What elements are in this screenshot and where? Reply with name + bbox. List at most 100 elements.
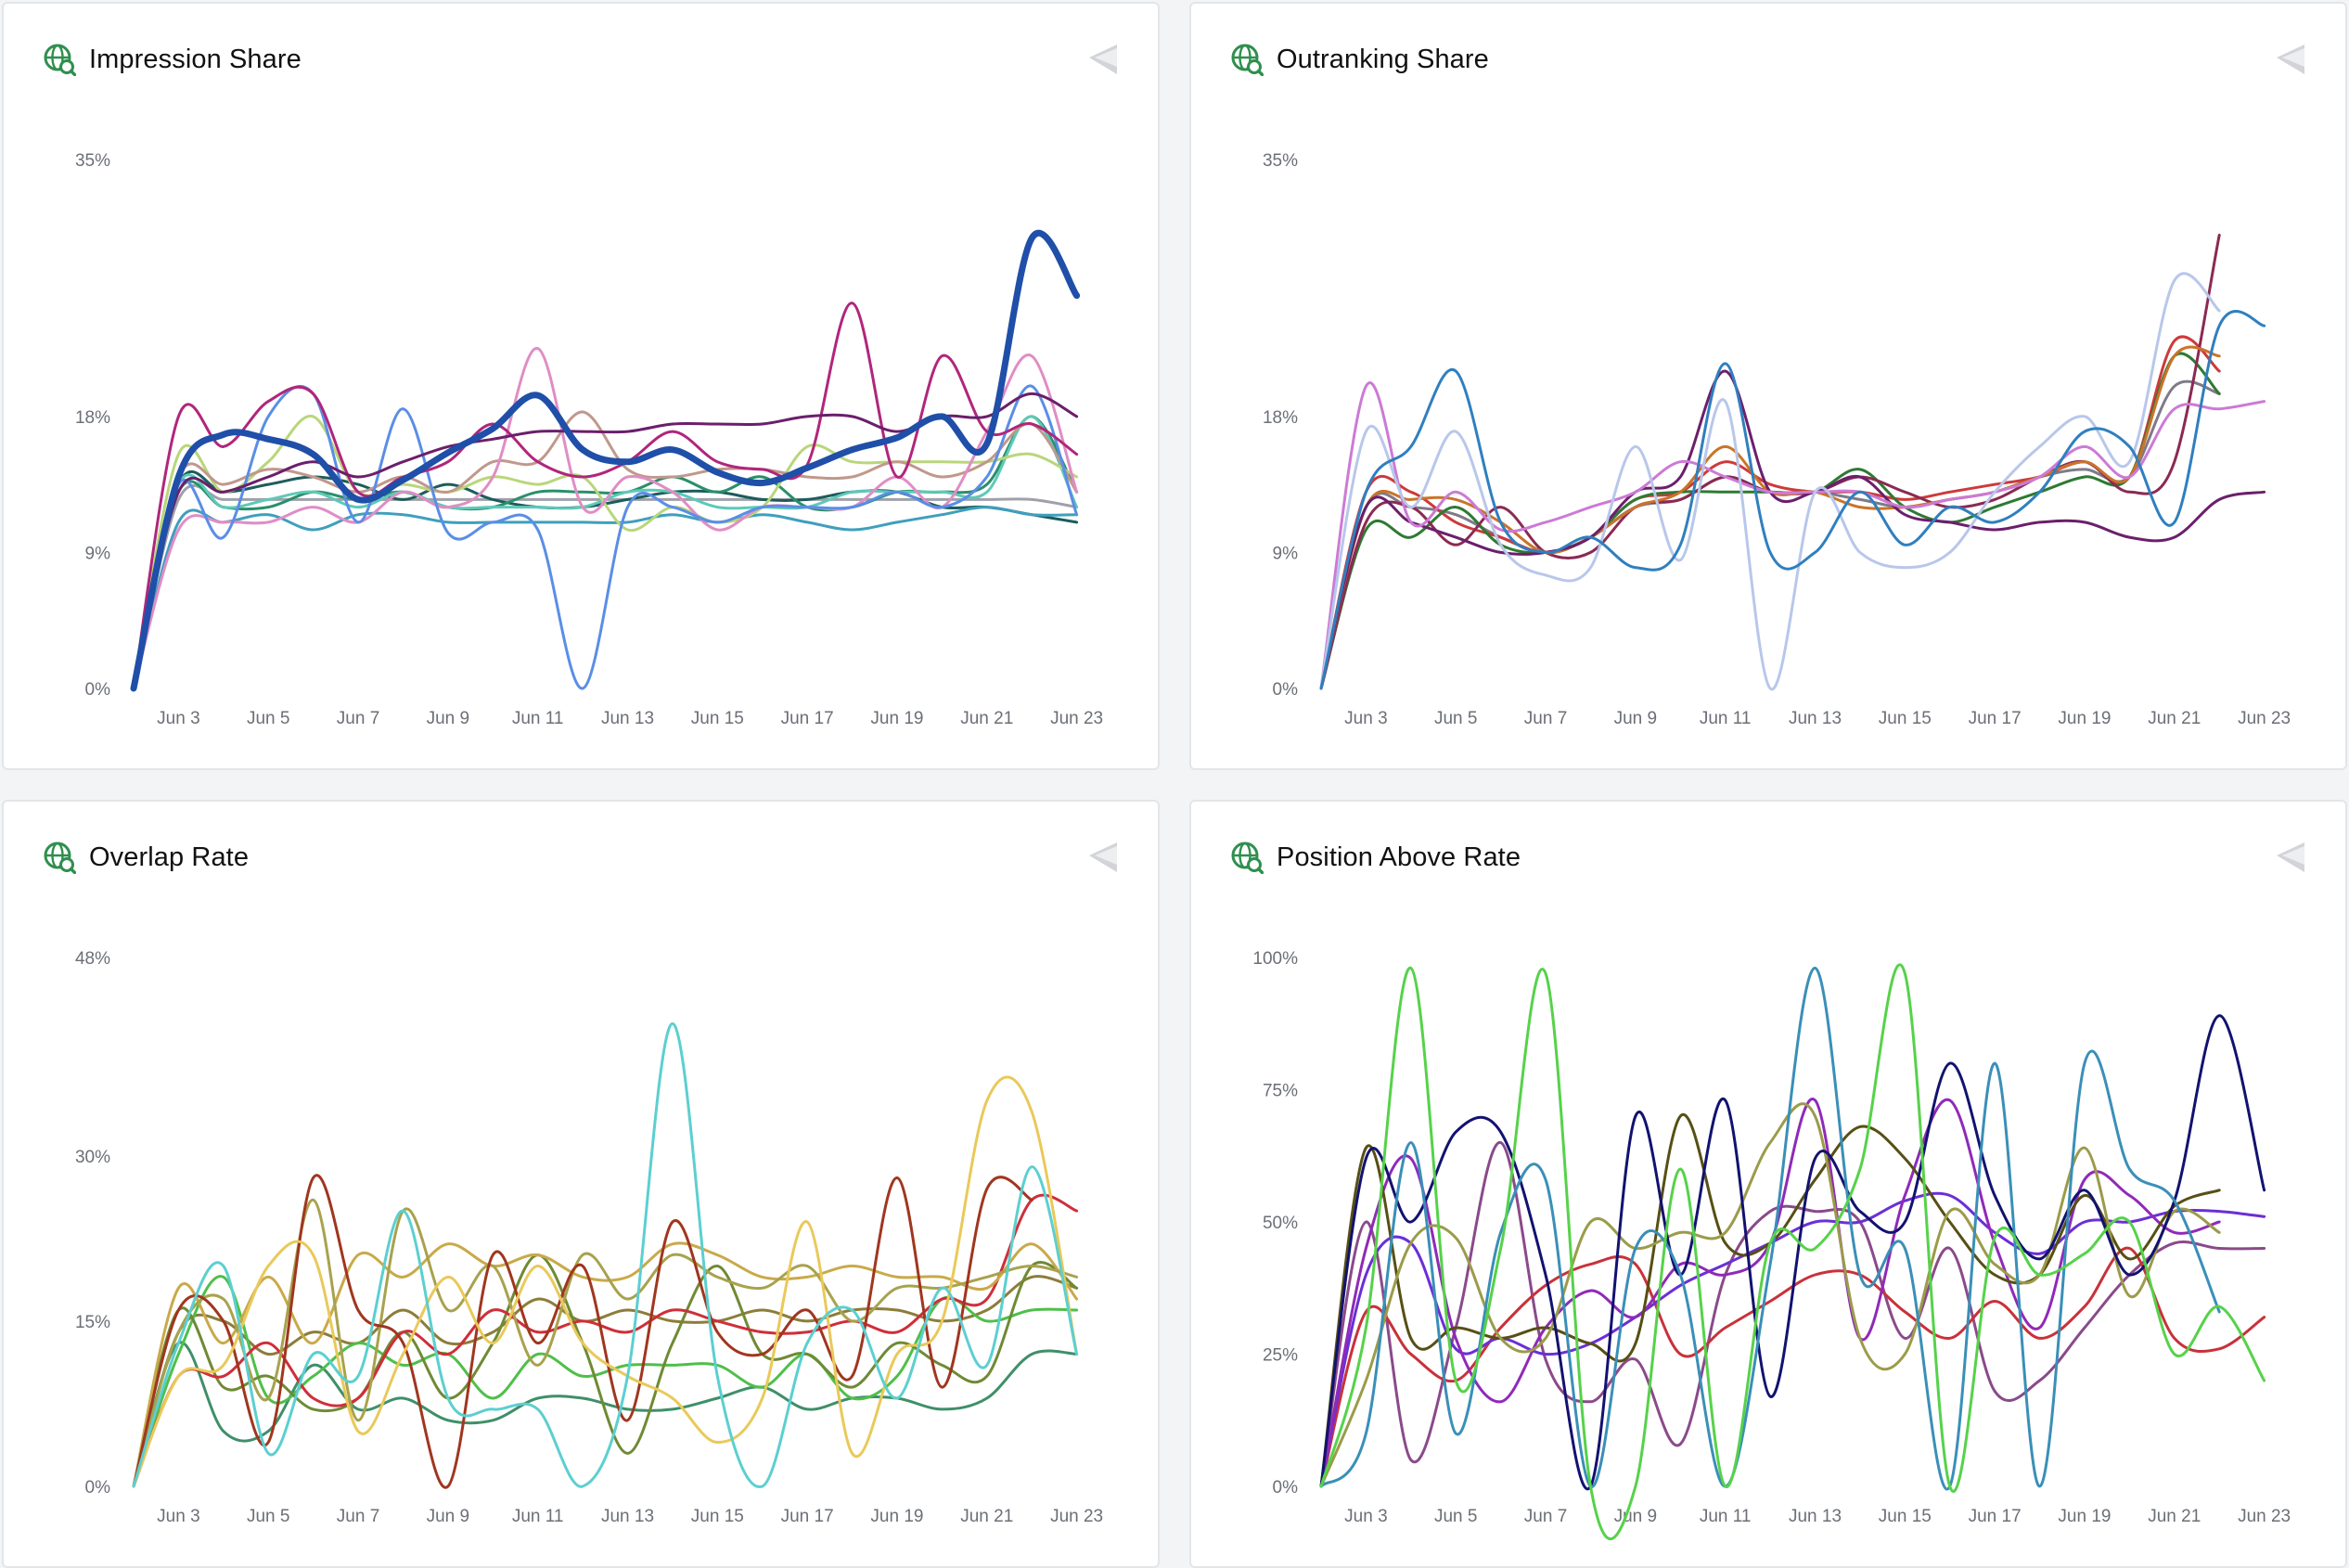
series-line: [132, 415, 1079, 690]
x-tick-label: Jun 9: [1614, 1507, 1657, 1526]
y-tick-label: 25%: [1263, 1346, 1298, 1366]
card-title: Impression Share: [89, 44, 302, 74]
x-tick-label: Jun 17: [1969, 1507, 2022, 1526]
series-line: [132, 1193, 1079, 1488]
x-tick-label: Jun 23: [1050, 1507, 1103, 1526]
x-tick-label: Jun 13: [1789, 709, 1842, 728]
y-tick-label: 0%: [85, 680, 111, 700]
line-chart: 0% 25% 50% 75% 100% Jun 3 Jun 5 Jun 7 Jun 9 Jun 1…: [1252, 949, 2291, 1541]
series-line: [132, 347, 1079, 690]
series-line: [1319, 310, 2266, 690]
x-tick-label: Jun 11: [1700, 709, 1752, 728]
x-tick-label: Jun 7: [337, 1507, 379, 1526]
y-tick-label: 0%: [1273, 680, 1299, 700]
x-tick-label: Jun 19: [2058, 1507, 2111, 1526]
chart-card-outranking-share: Outranking Share 0% 9% 18% 35% Jun 3 Jun 5 Jun…: [1189, 2, 2347, 770]
line-chart: 0% 9% 18% 35% Jun 3 Jun 5 Jun 7 Jun 9 Jun 11 Jun …: [1263, 151, 2291, 728]
globe-search-icon: [1231, 842, 1264, 874]
series-line: [1319, 1097, 2221, 1488]
series-line: [132, 384, 1079, 690]
y-tick-label: 18%: [1263, 408, 1298, 428]
x-tick-label: Jun 11: [512, 709, 564, 728]
card-header: Outranking Share: [1230, 41, 1489, 78]
y-tick-label: 35%: [75, 151, 110, 171]
y-tick-label: 18%: [75, 408, 110, 428]
series-line: [132, 483, 1079, 690]
series-line: [132, 1198, 1079, 1488]
chart-card-overlap-rate: Overlap Rate 0% 15% 30% 48% Jun 3 Jun 5 Jun 7 J…: [2, 800, 1160, 1568]
y-tick-label: 100%: [1252, 949, 1298, 969]
x-tick-label: Jun 3: [1344, 1507, 1387, 1526]
series-line: [1319, 369, 2266, 690]
series-line: [132, 506, 1079, 690]
x-tick-label: Jun 19: [2058, 709, 2111, 728]
export-menu-icon[interactable]: [2273, 41, 2308, 78]
x-tick-label: Jun 21: [960, 1507, 1013, 1526]
y-tick-label: 0%: [85, 1478, 111, 1497]
series-line: [1319, 381, 2266, 690]
card-header: Impression Share: [43, 41, 302, 78]
series-line: [130, 229, 1081, 692]
x-tick-label: Jun 3: [157, 1507, 199, 1526]
series-line: [132, 302, 1079, 690]
export-menu-icon[interactable]: [1085, 41, 1121, 78]
export-menu-icon[interactable]: [2273, 839, 2308, 876]
x-tick-label: Jun 13: [601, 709, 654, 728]
x-tick-label: Jun 19: [870, 709, 923, 728]
card-title: Outranking Share: [1277, 44, 1489, 74]
series-line: [1319, 1141, 2266, 1488]
series-line: [132, 1341, 1079, 1488]
x-tick-label: Jun 15: [1879, 1507, 1932, 1526]
y-tick-label: 50%: [1263, 1214, 1298, 1233]
series-line: [132, 1253, 1079, 1488]
series-line: [1319, 272, 2221, 691]
series-line: [132, 1174, 1033, 1489]
x-tick-label: Jun 23: [2238, 1507, 2291, 1526]
card-header: Position Above Rate: [1230, 839, 1521, 876]
series-line: [132, 1022, 1079, 1489]
x-tick-label: Jun 7: [337, 709, 379, 728]
x-tick-label: Jun 5: [247, 1507, 289, 1526]
series-line: [1319, 1112, 2221, 1488]
x-tick-label: Jun 5: [1434, 1507, 1477, 1526]
card-header: Overlap Rate: [43, 839, 249, 876]
line-chart: 0% 9% 18% 35% Jun 3 Jun 5 Jun 7 Jun 9 Jun 11 Jun …: [75, 151, 1103, 728]
series-line: [1319, 379, 2221, 690]
x-tick-label: Jun 11: [1700, 1507, 1752, 1526]
x-tick-label: Jun 7: [1524, 1507, 1567, 1526]
export-menu-icon[interactable]: [1085, 839, 1121, 876]
x-tick-label: Jun 7: [1524, 709, 1567, 728]
x-tick-label: Jun 21: [960, 709, 1013, 728]
x-tick-label: Jun 17: [781, 709, 834, 728]
series-line: [132, 1241, 1079, 1488]
card-title: Position Above Rate: [1277, 842, 1521, 872]
card-title: Overlap Rate: [89, 842, 250, 872]
series-line: [1319, 963, 2266, 1541]
x-tick-label: Jun 17: [1969, 709, 2022, 728]
x-tick-label: Jun 23: [1050, 709, 1103, 728]
globe-search-icon: [44, 44, 76, 76]
x-tick-label: Jun 19: [870, 1507, 923, 1526]
line-chart: 0% 15% 30% 48% Jun 3 Jun 5 Jun 7 Jun 9 Jun 11 Jun…: [75, 949, 1103, 1526]
chart-card-impression-share: Impression Share 0% 9% 18% 35% Jun 3 Jun 5 Jun…: [2, 2, 1160, 770]
x-tick-label: Jun 15: [691, 709, 744, 728]
x-tick-label: Jun 9: [427, 1507, 469, 1526]
x-tick-label: Jun 23: [2238, 709, 2291, 728]
y-tick-label: 35%: [1263, 151, 1298, 171]
x-tick-label: Jun 3: [1344, 709, 1387, 728]
x-tick-label: Jun 15: [1879, 709, 1932, 728]
series-line: [1319, 1014, 2266, 1491]
x-tick-label: Jun 11: [512, 1507, 564, 1526]
globe-search-icon: [1231, 44, 1264, 76]
y-tick-label: 15%: [75, 1313, 110, 1332]
x-tick-label: Jun 21: [2148, 1507, 2201, 1526]
x-tick-label: Jun 5: [247, 709, 289, 728]
series-line: [1319, 966, 2221, 1491]
globe-search-icon: [44, 842, 76, 874]
x-tick-label: Jun 9: [1614, 709, 1657, 728]
y-tick-label: 48%: [75, 949, 110, 969]
y-tick-label: 75%: [1263, 1082, 1298, 1101]
x-tick-label: Jun 21: [2148, 709, 2201, 728]
y-tick-label: 30%: [75, 1148, 110, 1167]
y-tick-label: 9%: [1273, 544, 1299, 563]
